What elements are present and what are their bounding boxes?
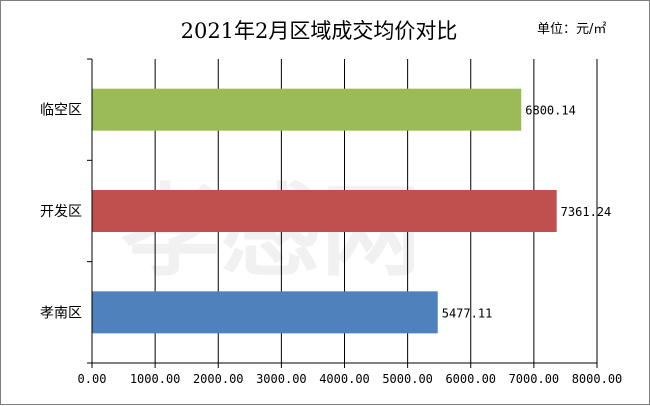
data-label: 6800.14 xyxy=(525,104,576,118)
data-label: 7361.24 xyxy=(561,205,612,219)
unit-label: 单位：元/㎡ xyxy=(537,22,606,37)
bars xyxy=(92,88,557,334)
x-tick-label: 0.00 xyxy=(78,372,107,386)
category-label: 开发区 xyxy=(40,204,82,220)
x-tick-label: 3000.00 xyxy=(256,372,307,386)
chart-title: 2021年2月区域成交均价对比 xyxy=(181,19,458,43)
category-label: 孝南区 xyxy=(40,305,82,321)
bar xyxy=(92,291,438,334)
axes xyxy=(87,58,598,368)
labels: 0.00 1000.00 2000.00 3000.00 4000.00 5000.00 6… xyxy=(40,103,622,386)
bar xyxy=(92,190,557,232)
x-tick-label: 7000.00 xyxy=(509,372,560,386)
x-tick-label: 4000.00 xyxy=(319,372,370,386)
category-label: 临空区 xyxy=(40,103,82,119)
x-tick-label: 5000.00 xyxy=(382,372,433,386)
bar xyxy=(92,88,522,131)
x-tick-label: 2000.00 xyxy=(193,372,244,386)
x-tick-label: 8000.00 xyxy=(572,372,623,386)
data-label: 5477.11 xyxy=(442,306,493,320)
x-tick-label: 6000.00 xyxy=(445,372,496,386)
x-tick-label: 1000.00 xyxy=(130,372,181,386)
